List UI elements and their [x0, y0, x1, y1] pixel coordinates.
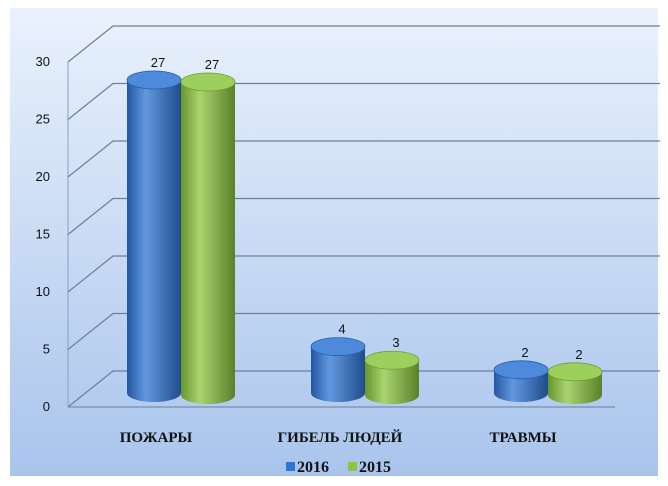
- bar: 2: [493, 345, 549, 402]
- bar: 27: [126, 55, 182, 402]
- bar-top: [180, 72, 236, 92]
- y-tick-label: 25: [36, 112, 50, 127]
- bar: 27: [180, 57, 236, 404]
- bar-top: [493, 360, 549, 380]
- bar-body: [127, 80, 181, 402]
- gridline: [67, 140, 660, 178]
- gridline: [67, 82, 660, 120]
- bar-body: [181, 82, 235, 404]
- legend-label: 2015: [359, 459, 391, 476]
- category-label: ГИБЕЛЬ ЛЮДЕЙ: [278, 429, 403, 446]
- y-tick-label: 10: [36, 284, 50, 299]
- y-tick-label: 30: [36, 54, 50, 69]
- bar: 4: [310, 322, 366, 402]
- gridline: [67, 25, 660, 63]
- bar-top: [310, 337, 366, 357]
- data-label: 27: [151, 55, 165, 70]
- data-label: 3: [392, 335, 399, 350]
- gridline: [67, 197, 660, 235]
- legend-item: 2016: [286, 459, 329, 476]
- gridline: [67, 255, 660, 293]
- bar-top: [547, 362, 603, 382]
- y-tick-label: 20: [36, 169, 50, 184]
- data-label: 2: [575, 347, 582, 362]
- category-label: ТРАВМЫ: [490, 430, 557, 446]
- bar-body: [311, 346, 365, 402]
- y-tick-label: 0: [43, 399, 50, 414]
- data-label: 2: [521, 345, 528, 360]
- gridline: [67, 312, 660, 350]
- legend-label: 2016: [297, 459, 329, 476]
- bar-top: [126, 70, 182, 90]
- bar-top: [364, 350, 420, 370]
- bar-body: [365, 360, 419, 404]
- gridline: [67, 370, 660, 408]
- bar: 3: [364, 335, 420, 404]
- category-label: ПОЖАРЫ: [120, 430, 193, 446]
- y-tick-label: 5: [43, 342, 50, 357]
- data-label: 4: [338, 322, 345, 337]
- data-label: 27: [205, 57, 219, 72]
- chart-background: [10, 8, 658, 476]
- legend-swatch: [348, 462, 357, 471]
- y-tick-label: 15: [36, 227, 50, 242]
- bar: 2: [547, 347, 603, 404]
- legend-item: 2015: [348, 459, 391, 476]
- legend-swatch: [286, 462, 295, 471]
